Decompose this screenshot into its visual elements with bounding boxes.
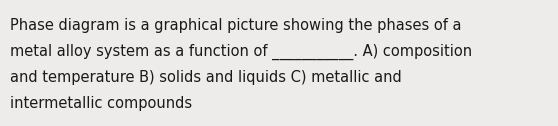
- Text: metal alloy system as a function of ___________. A) composition: metal alloy system as a function of ____…: [10, 44, 472, 60]
- Text: Phase diagram is a graphical picture showing the phases of a: Phase diagram is a graphical picture sho…: [10, 18, 461, 33]
- Text: intermetallic compounds: intermetallic compounds: [10, 96, 192, 111]
- Text: and temperature B) solids and liquids C) metallic and: and temperature B) solids and liquids C)…: [10, 70, 402, 85]
